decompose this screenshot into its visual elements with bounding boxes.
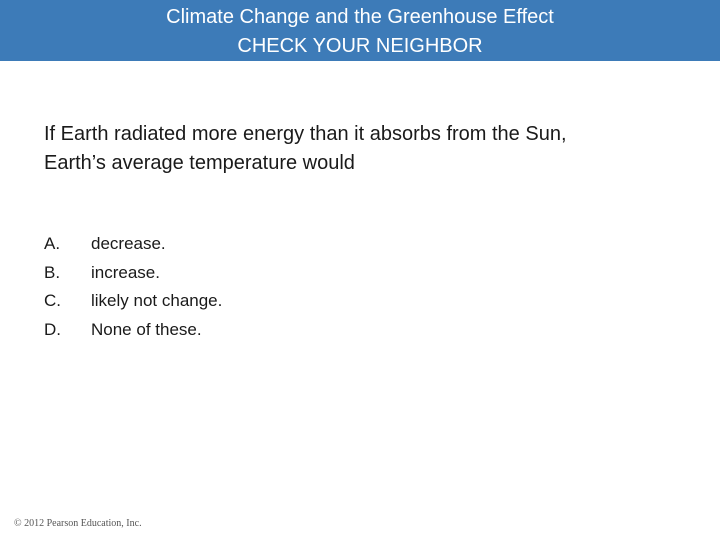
copyright-notice: © 2012 Pearson Education, Inc. [14,518,142,529]
slide-title: Climate Change and the Greenhouse Effect [166,6,554,28]
question-line-2: Earth’s average temperature would [44,152,355,174]
question-text: If Earth radiated more energy than it ab… [44,120,694,178]
option-letter: C. [44,291,61,310]
question-line-1: If Earth radiated more energy than it ab… [44,123,567,145]
option-a: A. decrease. [44,230,444,259]
option-text: increase. [91,262,160,282]
option-letter: B. [44,262,61,282]
option-c: C. likely not change. [44,287,444,316]
option-letter: D. [44,319,61,339]
option-b: B. increase. [44,259,444,288]
option-text: decrease. [91,234,166,253]
option-letter: A. [44,234,61,253]
slide-subtitle: CHECK YOUR NEIGHBOR [237,35,483,57]
option-text: likely not change. [91,291,223,310]
answer-options: A. decrease. B. increase. C. likely not … [44,230,444,344]
option-text: None of these. [91,319,202,339]
title-banner: Climate Change and the Greenhouse Effect… [0,0,720,61]
option-d: D. None of these. [44,316,444,345]
